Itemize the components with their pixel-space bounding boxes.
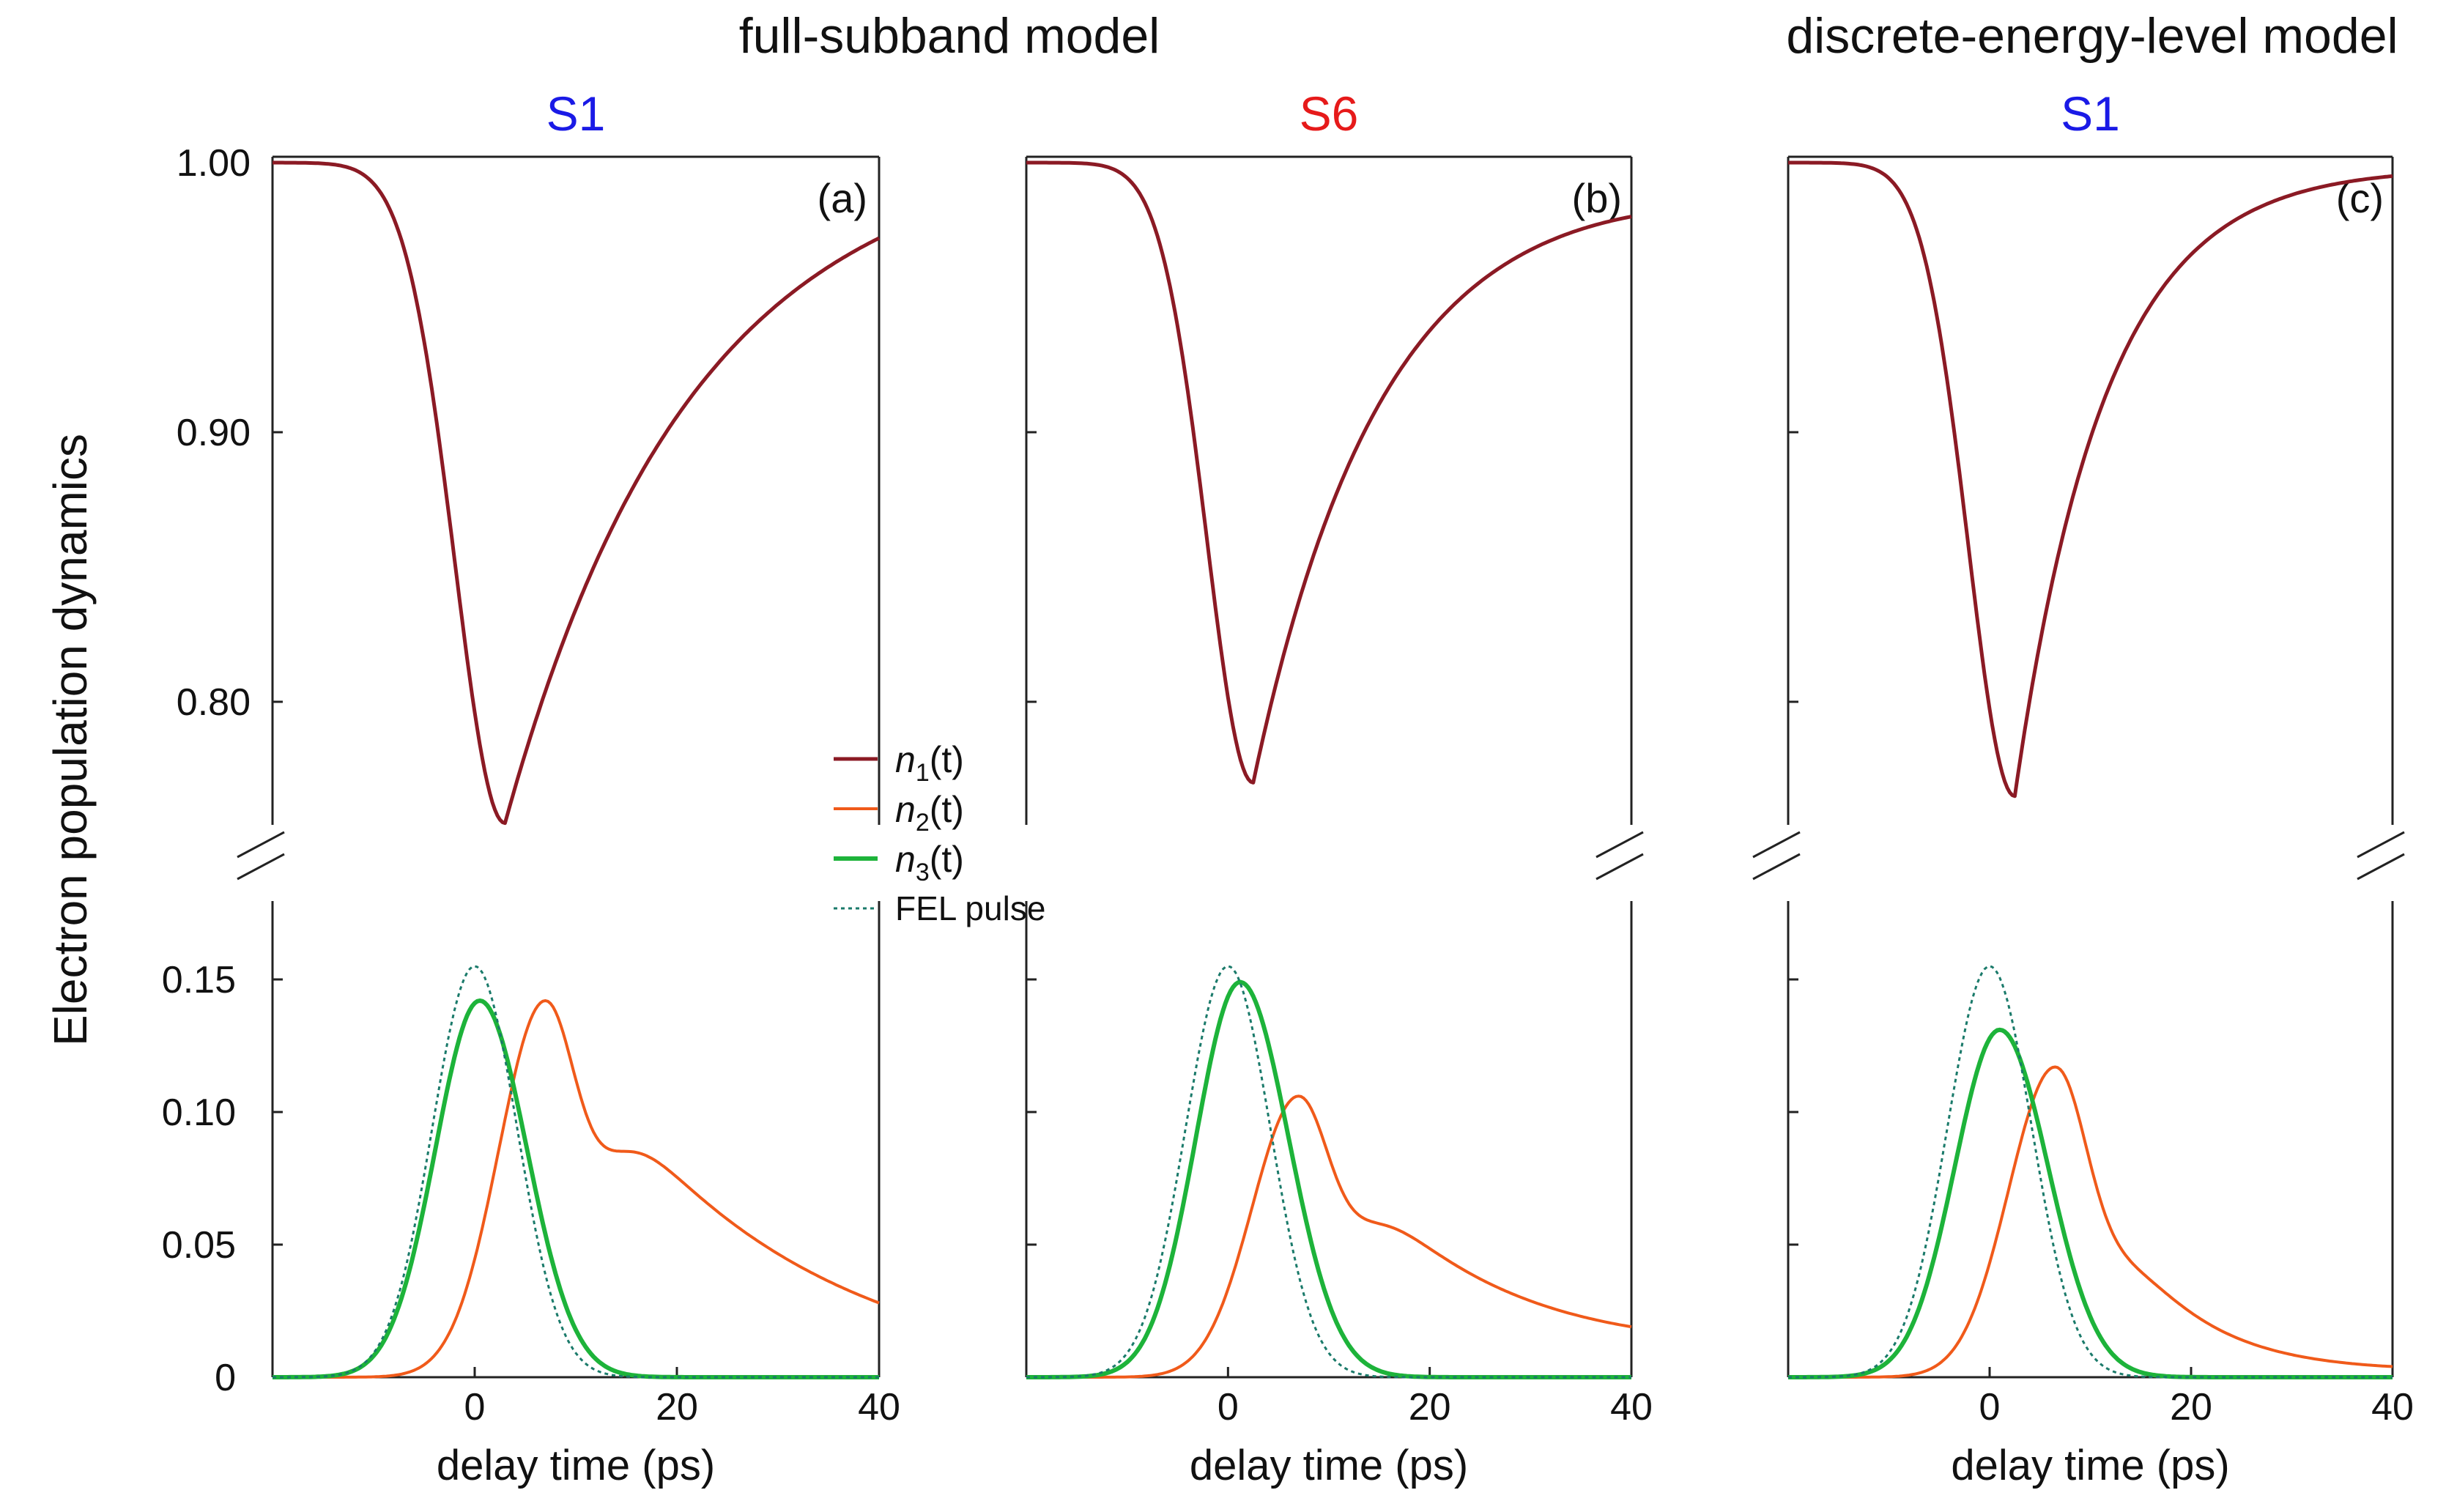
legend-n2-sub: 2 <box>916 809 930 837</box>
model-title-discrete: discrete-energy-level model <box>1786 8 2398 64</box>
series-line-n2 <box>1788 1065 2393 1379</box>
axis-break-mark <box>1752 831 1801 859</box>
series-line-n1 <box>273 160 881 826</box>
axis-break-mark <box>237 831 285 859</box>
legend-label-fel: FEL pulse <box>895 889 1045 927</box>
x-tick-label: 20 <box>1409 1386 1451 1428</box>
series-line-fel <box>1026 965 1631 1379</box>
panel-letter: (a) <box>818 175 867 221</box>
legend-n3-sub: 3 <box>916 859 930 886</box>
axis-break-mark <box>1596 853 1644 881</box>
panel-letter: (b) <box>1572 175 1622 221</box>
x-tick-label: 20 <box>656 1386 698 1428</box>
panel-title-3: S1 <box>2061 86 2120 141</box>
series-line-fel <box>1788 965 2393 1379</box>
x-axis-label: delay time (ps) <box>437 1442 715 1489</box>
y-axis-label: Electron population dynamics <box>44 434 97 1046</box>
x-tick-label: 0 <box>1218 1386 1239 1428</box>
x-tick-label: 0 <box>1979 1386 2001 1428</box>
legend-n3-var: n <box>895 839 916 880</box>
upper-y-tick-label: 0.90 <box>177 412 251 454</box>
panel-b: S6 0 20 40 delay time (ps) (b) <box>1025 86 1653 1489</box>
x-tick-label: 40 <box>858 1386 900 1428</box>
lower-y-tick-label: 0 <box>215 1357 236 1399</box>
series-line-n2 <box>1026 1094 1632 1379</box>
model-title-full-subband: full-subband model <box>739 8 1160 64</box>
legend-n2-var: n <box>895 789 916 830</box>
x-tick-label: 0 <box>464 1386 486 1428</box>
x-axis-label: delay time (ps) <box>1951 1442 2229 1489</box>
series-line-n3 <box>273 998 879 1379</box>
legend-n2-arg: (t) <box>930 789 964 830</box>
series-line-n2 <box>273 999 880 1379</box>
lower-y-tick-label: 0.10 <box>162 1092 236 1134</box>
panel-title-1: S1 <box>546 86 606 141</box>
series-line-n3 <box>1788 1027 2393 1379</box>
legend-label-n1: n1(t) <box>895 739 964 787</box>
x-tick-label: 40 <box>2371 1386 2414 1428</box>
legend-n1-sub: 1 <box>916 759 930 787</box>
legend-label-n3: n3(t) <box>895 839 964 886</box>
lower-y-tick-label: 0.15 <box>162 959 236 1001</box>
lower-y-tick-label: 0.05 <box>162 1224 236 1267</box>
axis-break-mark <box>2357 831 2405 859</box>
panel-a: S1 1.00 0.90 0.80 0.15 0.10 0.05 0 0 20 40 delay ti… <box>162 86 900 1489</box>
axis-break-mark <box>1596 831 1644 859</box>
upper-y-tick-label: 1.00 <box>177 142 251 185</box>
x-tick-label: 20 <box>2170 1386 2212 1428</box>
legend-n1-var: n <box>895 739 916 780</box>
panel-title-2: S6 <box>1300 86 1359 141</box>
legend: n1(t) n2(t) n3(t) FEL pulse <box>834 739 1045 927</box>
legend-n1-arg: (t) <box>930 739 964 780</box>
axis-break-mark <box>1752 853 1801 881</box>
legend-n3-arg: (t) <box>930 839 964 880</box>
series-line-n3 <box>1026 979 1631 1379</box>
x-axis-label: delay time (ps) <box>1190 1442 1468 1489</box>
series-line-n1 <box>1788 160 2393 798</box>
axis-break-mark <box>237 853 285 881</box>
upper-y-tick-label: 0.80 <box>177 681 251 724</box>
series-line-fel <box>273 965 879 1379</box>
series-line-n1 <box>1026 160 1632 785</box>
axis-break-mark <box>2357 853 2405 881</box>
legend-label-n2: n2(t) <box>895 789 964 837</box>
x-tick-label: 40 <box>1610 1386 1653 1428</box>
